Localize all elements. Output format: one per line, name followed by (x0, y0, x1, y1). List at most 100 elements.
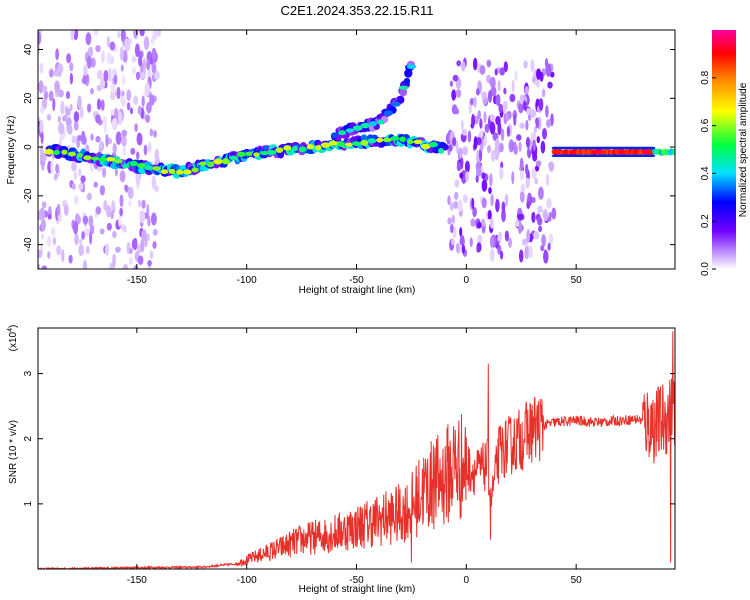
heatmap-cell (504, 230, 510, 242)
heatmap-cell (99, 77, 106, 90)
heatmap-cell (532, 138, 536, 152)
colorbar-tick-label: 0.2 (700, 214, 711, 228)
heatmap-cell (459, 172, 464, 179)
heatmap-cell (40, 233, 45, 240)
heatmap-cell (154, 185, 159, 193)
heatmap-cell (52, 236, 56, 246)
heatmap-cell (146, 58, 151, 71)
heatmap-cell (104, 243, 110, 256)
heatmap-cell (545, 63, 552, 77)
heatmap-cell (41, 201, 47, 209)
heatmap-cell (390, 136, 400, 141)
heatmap-cell (267, 149, 277, 155)
heatmap-cell (449, 80, 453, 87)
heatmap-cell (53, 69, 60, 77)
heatmap-cell (501, 201, 506, 214)
heatmap-cell (344, 142, 353, 147)
heatmap-cell (136, 162, 146, 169)
heatmap-cell (486, 144, 492, 154)
heatmap-cell (452, 137, 457, 147)
heatmap-cell (120, 64, 124, 72)
heatmap-cell (137, 199, 142, 208)
heatmap-cell (52, 98, 56, 112)
heatmap-cell (479, 118, 483, 129)
heatmap-cell (535, 160, 542, 167)
heatmap-cell (53, 173, 58, 181)
heatmap-cell (399, 136, 406, 142)
heatmap-cell (536, 68, 542, 80)
heatmap-cell (96, 98, 102, 111)
heatmap-cell (42, 85, 48, 93)
y-tick-label: 1 (23, 501, 34, 507)
heatmap-cell (338, 130, 347, 136)
colorbar-ticks: 0.0 0.2 0.4 0.6 0.8 (700, 70, 716, 276)
heatmap-cell (551, 207, 557, 220)
heatmap-cell (77, 135, 82, 142)
heatmap-cell (43, 90, 49, 101)
heatmap-cell (141, 199, 146, 209)
heatmap-cell (383, 110, 394, 117)
heatmap-cell (479, 64, 486, 75)
heatmap-cell (54, 80, 60, 93)
heatmap-cell (547, 242, 551, 251)
svg-text:(x104): (x104) (7, 325, 19, 352)
y-tick-label: 2 (23, 436, 34, 442)
snr-series-line (38, 331, 675, 569)
heatmap-cell (143, 144, 148, 156)
heatmap-cell (480, 218, 486, 227)
heatmap-cell (541, 88, 546, 98)
y-tick-label: 0 (23, 144, 34, 150)
heatmap-cell (60, 100, 65, 115)
snr-y-multiplier: (x104) (7, 325, 19, 352)
heatmap-cell (499, 67, 506, 76)
heatmap-cell (121, 135, 127, 147)
spectrogram-ticks: -150 -100 -50 0 50 -40 -20 0 20 40 (23, 30, 675, 286)
x-tick-label: 0 (464, 575, 470, 586)
heatmap-cell (74, 194, 79, 205)
heatmap-cell (259, 150, 269, 156)
heatmap-cell (147, 216, 151, 227)
heatmap-cell (124, 38, 131, 52)
heatmap-cell (100, 99, 105, 111)
heatmap-cell (71, 161, 77, 172)
heatmap-cell (141, 229, 147, 242)
heatmap-cell (79, 106, 84, 119)
heatmap-cell (495, 198, 500, 213)
heatmap-cell (78, 244, 85, 256)
heatmap-cell (74, 233, 79, 246)
heatmap-cell (137, 105, 142, 115)
heatmap-cell (525, 177, 530, 189)
heatmap-cell (291, 145, 299, 152)
y-tick-label: 20 (23, 92, 34, 104)
heatmap-cell (118, 215, 122, 227)
heatmap-cell (149, 250, 154, 260)
heatmap-cell (111, 117, 118, 131)
heatmap-cell (525, 136, 531, 149)
heatmap-cell (106, 52, 112, 64)
heatmap-cell (80, 175, 86, 183)
heatmap-cell (137, 255, 144, 265)
heatmap-cell (151, 175, 157, 189)
heatmap-cell (461, 244, 466, 255)
heatmap-cell (101, 167, 107, 178)
heatmap-cell (146, 233, 150, 241)
heatmap-cell (105, 133, 109, 147)
heatmap-cell (110, 211, 114, 220)
heatmap-cell (50, 160, 54, 175)
spectrogram-panel: -150 -100 -50 0 50 -40 -20 0 20 40 Height of stra… (6, 29, 676, 296)
heatmap-cell (524, 86, 529, 96)
heatmap-cell (139, 30, 145, 37)
heatmap-cell (495, 93, 501, 107)
heatmap-cell (149, 94, 155, 106)
heatmap-cell (122, 143, 126, 157)
heatmap-cell (122, 263, 129, 269)
heatmap-cell (506, 126, 511, 137)
heatmap-cell (153, 70, 160, 80)
heatmap-cell (82, 259, 88, 269)
heatmap-cell (96, 69, 103, 80)
y-tick-label: -40 (23, 237, 34, 252)
heatmap-cell (132, 67, 136, 75)
heatmap-cell (109, 41, 116, 51)
heatmap-cell (477, 221, 482, 229)
heatmap-cell (452, 225, 457, 239)
